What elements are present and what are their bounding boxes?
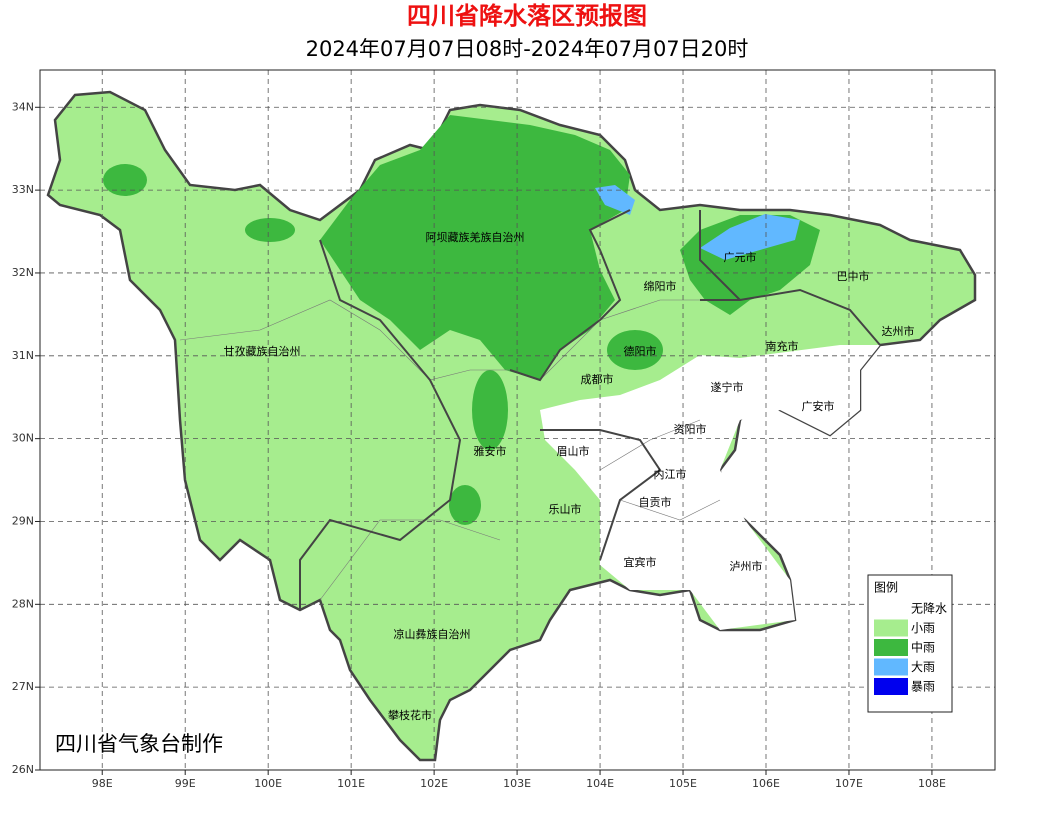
legend-swatch bbox=[874, 600, 908, 617]
y-tick-label: 34N bbox=[12, 100, 34, 113]
legend-label: 大雨 bbox=[911, 660, 935, 674]
city-label: 凉山彝族自治州 bbox=[394, 627, 471, 641]
y-tick-label: 31N bbox=[12, 349, 34, 362]
city-label: 德阳市 bbox=[624, 344, 657, 358]
x-tick-label: 103E bbox=[503, 777, 531, 790]
city-label: 成都市 bbox=[581, 372, 614, 386]
city-label: 达州市 bbox=[882, 324, 915, 338]
moderate-rain-blob bbox=[245, 218, 295, 242]
x-tick-label: 98E bbox=[92, 777, 113, 790]
title: 四川省降水落区预报图 bbox=[407, 2, 647, 30]
x-tick-label: 108E bbox=[918, 777, 946, 790]
city-label: 南充市 bbox=[766, 339, 799, 353]
x-tick-label: 106E bbox=[752, 777, 780, 790]
city-label: 广元市 bbox=[724, 250, 757, 264]
y-tick-label: 26N bbox=[12, 763, 34, 776]
legend-swatch bbox=[874, 678, 908, 695]
city-label: 阿坝藏族羌族自治州 bbox=[426, 230, 525, 244]
no-rain-area bbox=[540, 345, 880, 630]
legend-label: 小雨 bbox=[911, 621, 935, 635]
moderate-rain-north bbox=[320, 115, 630, 380]
subtitle: 2024年07月07日08时-2024年07月07日20时 bbox=[306, 37, 749, 61]
y-tick-label: 33N bbox=[12, 183, 34, 196]
y-tick-label: 29N bbox=[12, 514, 34, 527]
city-label: 攀枝花市 bbox=[388, 708, 432, 722]
city-label: 巴中市 bbox=[837, 269, 870, 283]
city-label: 遂宁市 bbox=[711, 380, 744, 394]
x-tick-label: 107E bbox=[835, 777, 863, 790]
city-label: 资阳市 bbox=[674, 422, 707, 436]
legend-title: 图例 bbox=[874, 581, 898, 595]
x-tick-label: 104E bbox=[586, 777, 614, 790]
city-label: 广安市 bbox=[802, 399, 835, 413]
moderate-rain-blob bbox=[449, 485, 481, 525]
map-regions bbox=[46, 90, 977, 762]
city-label: 自贡市 bbox=[639, 495, 672, 509]
legend-swatch bbox=[874, 619, 908, 637]
county-borders bbox=[179, 299, 721, 601]
x-tick-label: 105E bbox=[669, 777, 697, 790]
city-label: 雅安市 bbox=[474, 444, 507, 458]
credit: 四川省气象台制作 bbox=[55, 732, 223, 756]
city-label: 宜宾市 bbox=[624, 555, 657, 569]
city-label: 眉山市 bbox=[557, 444, 590, 458]
prefecture-borders bbox=[299, 209, 881, 610]
y-tick-label: 32N bbox=[12, 266, 34, 279]
moderate-rain-blob bbox=[103, 164, 147, 196]
legend-swatch bbox=[874, 658, 908, 676]
graticule: 98E 99E 100E 101E 102E 103E 104E 105E 106E 107E 10… bbox=[12, 70, 995, 790]
y-tick-label: 30N bbox=[12, 432, 34, 445]
x-tick-label: 100E bbox=[254, 777, 282, 790]
y-tick-label: 27N bbox=[12, 680, 34, 693]
city-label: 泸州市 bbox=[730, 559, 763, 573]
city-label: 甘孜藏族自治州 bbox=[224, 344, 301, 358]
city-label: 绵阳市 bbox=[644, 279, 677, 293]
x-tick-label: 101E bbox=[337, 777, 365, 790]
moderate-rain-blob bbox=[607, 330, 663, 370]
y-tick-label: 28N bbox=[12, 597, 34, 610]
city-label: 乐山市 bbox=[549, 502, 582, 516]
x-tick-label: 102E bbox=[420, 777, 448, 790]
city-label: 内江市 bbox=[654, 467, 687, 481]
legend-swatch bbox=[874, 639, 908, 656]
x-tick-label: 99E bbox=[175, 777, 196, 790]
heavy-rain-east bbox=[700, 214, 800, 260]
map-frame bbox=[39, 69, 996, 771]
legend-label: 中雨 bbox=[911, 640, 935, 655]
heavy-rain-west bbox=[595, 185, 635, 215]
moderate-rain-blob bbox=[472, 370, 508, 450]
legend-label: 无降水 bbox=[911, 602, 947, 616]
legend-label: 暴雨 bbox=[911, 680, 935, 694]
